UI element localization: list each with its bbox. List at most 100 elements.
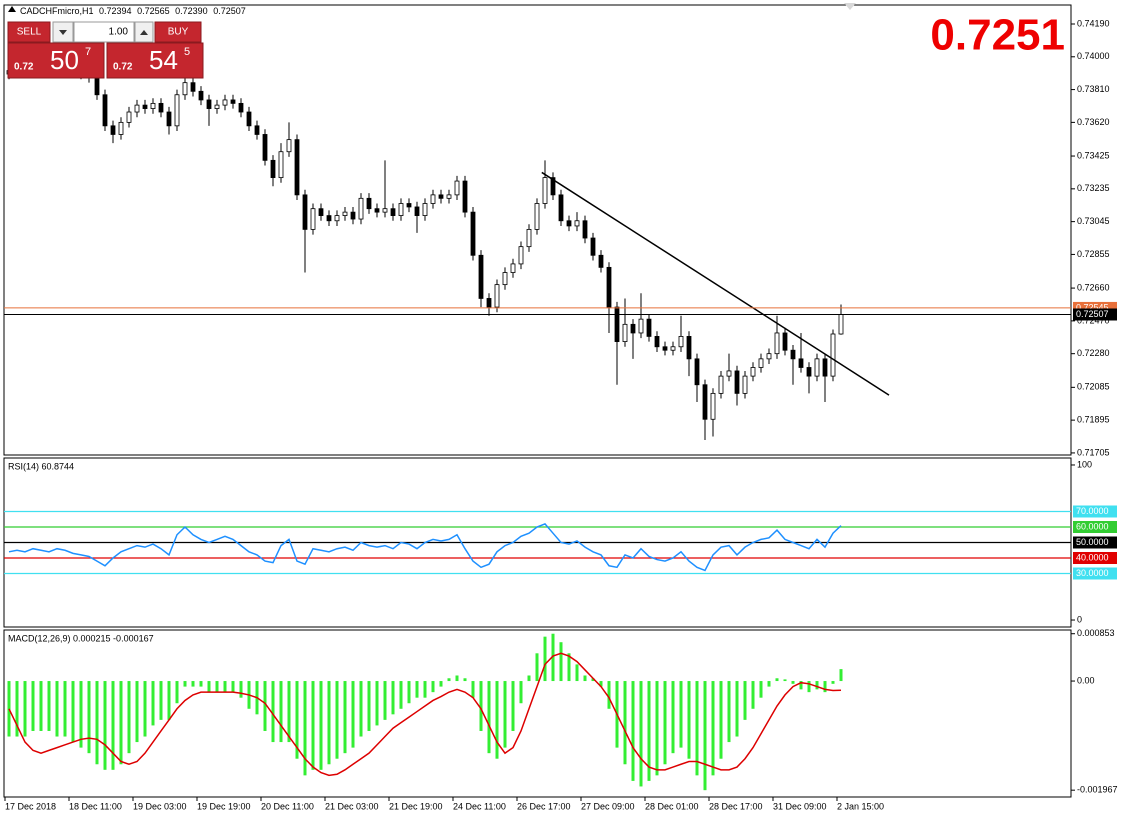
y-tick-label: 0 <box>1077 614 1082 624</box>
series-line <box>8 523 842 572</box>
y-tick-label: 0.72280 <box>1077 348 1110 358</box>
candle-body <box>286 139 292 153</box>
y-tick-label: 0.71705 <box>1077 447 1110 457</box>
candle-body <box>638 318 644 334</box>
histogram-bar <box>279 681 283 743</box>
candle-body <box>478 254 484 299</box>
candle-body <box>518 246 524 265</box>
candle-body <box>766 353 772 360</box>
histogram-bar <box>319 681 323 770</box>
collapse-icon[interactable] <box>8 6 16 12</box>
trade-panel: SELL 1.00 BUY 0.72 50 7 0.72 54 5 <box>7 21 204 79</box>
histogram-bar <box>367 681 371 731</box>
histogram-bar <box>191 681 195 687</box>
candle-body <box>790 349 796 360</box>
y-tick-label: 0.74000 <box>1077 51 1110 61</box>
candle-body <box>246 111 252 127</box>
x-tick-label: 28 Dec 01:00 <box>645 801 699 811</box>
histogram-bar <box>775 678 779 682</box>
histogram-bar <box>135 681 139 743</box>
close-value: 0.72507 <box>213 6 246 16</box>
histogram-bar <box>823 681 827 693</box>
series-line <box>8 652 842 777</box>
trend-line <box>541 171 890 396</box>
candle-body <box>214 104 220 109</box>
candle-body <box>590 237 596 256</box>
y-tick-label: 0.73045 <box>1077 216 1110 226</box>
candle-body <box>486 298 492 308</box>
low-value: 0.72390 <box>175 6 208 16</box>
candle-body <box>534 203 540 230</box>
candle-body <box>798 358 804 368</box>
histogram-bar <box>87 681 91 754</box>
indicator-title: MACD(12,26,9) 0.000215 -0.000167 <box>8 633 154 643</box>
candle-body <box>606 266 612 308</box>
candle-body <box>150 102 156 109</box>
histogram-bar <box>463 678 467 682</box>
histogram-bar <box>55 681 59 737</box>
histogram-bar <box>455 675 459 682</box>
lot-input[interactable] <box>73 21 135 43</box>
level-label: 50.0000 <box>1076 537 1109 547</box>
histogram-bar <box>591 678 595 682</box>
histogram-bar <box>215 681 219 693</box>
buy-price-small: 5 <box>184 46 190 58</box>
panels: 0.74190 0.74000 0.73810 0.73620 0.73425 0.732… <box>3 4 1118 811</box>
scroll-marker <box>844 3 856 10</box>
level-label-box <box>1073 567 1117 580</box>
candle-body <box>382 208 388 213</box>
candle-body <box>142 104 148 109</box>
candle-body <box>582 220 588 239</box>
histogram-bar <box>567 653 571 682</box>
candle-body <box>774 332 780 355</box>
candle-body <box>262 134 268 161</box>
price-label-box <box>1073 308 1117 321</box>
candle-body <box>598 254 604 268</box>
candle-body <box>462 180 468 213</box>
sell-price-box[interactable] <box>7 42 105 79</box>
level-label-box <box>1073 520 1117 533</box>
down-arrow <box>59 30 67 35</box>
histogram-bar <box>543 636 547 682</box>
candle-body <box>326 215 332 222</box>
buy-price-box[interactable] <box>106 42 204 79</box>
histogram-bar <box>639 681 643 787</box>
histogram-bar <box>407 681 411 704</box>
histogram-bar <box>375 681 379 726</box>
candle-body <box>662 346 668 351</box>
sell-price-big: 50 <box>50 45 79 75</box>
candle-body <box>174 94 180 127</box>
candle-body <box>102 94 108 127</box>
candle-body <box>318 208 324 216</box>
sell-button[interactable] <box>7 21 51 43</box>
histogram-bar <box>95 681 99 765</box>
y-tick-label: 0.72085 <box>1077 382 1110 392</box>
histogram-bar <box>759 681 763 698</box>
candle-body <box>158 102 164 113</box>
candle-body <box>414 206 420 216</box>
x-tick-label: 31 Dec 09:00 <box>773 801 827 811</box>
histogram-bar <box>559 642 563 682</box>
y-tick-label: 0.73235 <box>1077 183 1110 193</box>
candle-body <box>694 358 700 386</box>
histogram-bar <box>399 681 403 709</box>
candle-body <box>430 194 436 204</box>
candle-body <box>782 332 788 351</box>
histogram-bar <box>15 681 19 737</box>
candle-body <box>310 208 316 230</box>
histogram-bar <box>359 681 363 737</box>
chart-header: CADCHFmicro,H1 0.72394 0.72565 0.72390 0… <box>20 6 246 16</box>
candle-body <box>758 358 764 368</box>
buy-button[interactable] <box>154 21 202 43</box>
plot-area <box>6 55 844 440</box>
histogram-bar <box>391 681 395 715</box>
histogram-bar <box>239 681 243 698</box>
histogram-bar <box>311 681 315 770</box>
candle-body <box>230 99 236 104</box>
candle-body <box>686 336 692 360</box>
histogram-bar <box>791 681 795 684</box>
panel-frame <box>3 4 1072 456</box>
x-tick-label: 26 Dec 17:00 <box>517 801 571 811</box>
candle-body <box>566 220 572 227</box>
